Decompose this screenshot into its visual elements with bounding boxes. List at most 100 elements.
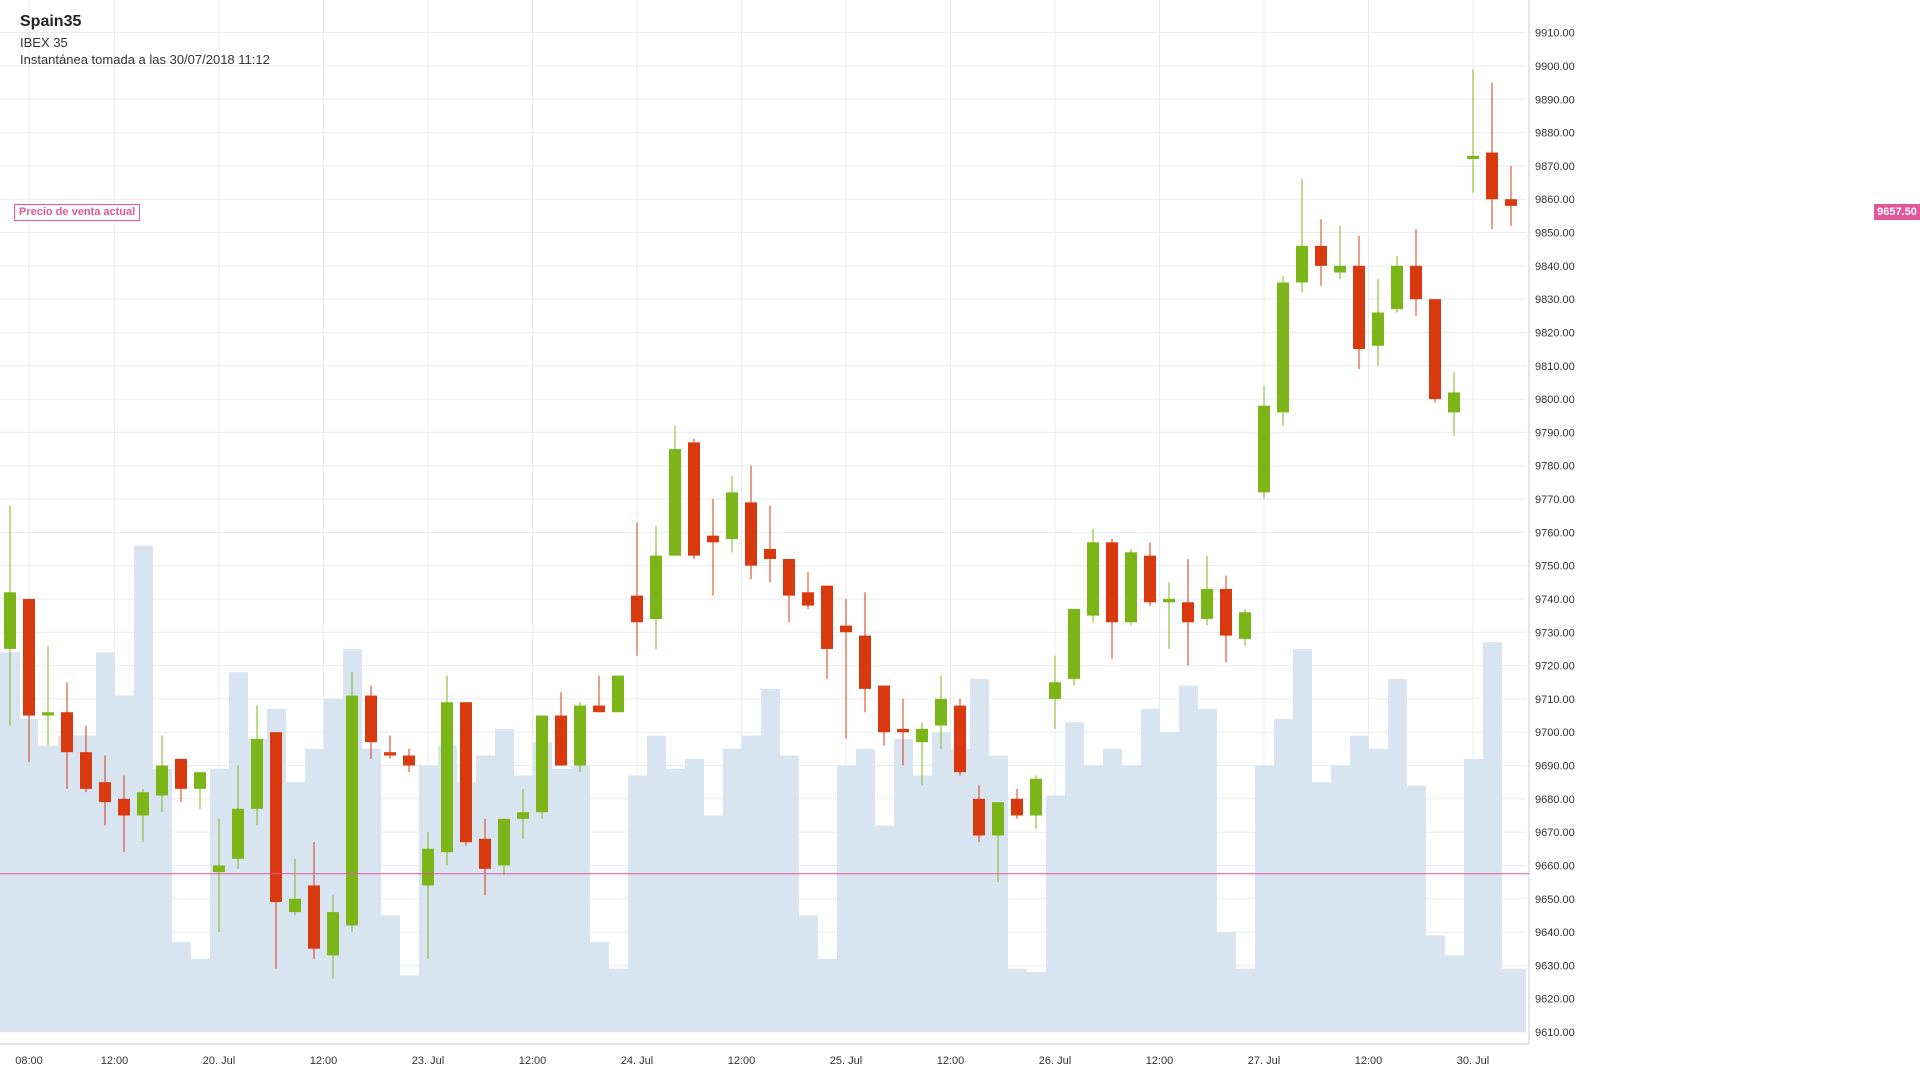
volume-bar	[1350, 735, 1369, 1032]
y-tick-label: 9690.00	[1535, 761, 1575, 773]
candle-body	[878, 685, 890, 733]
volume-bar	[362, 748, 381, 1032]
y-tick-label: 9890.00	[1535, 94, 1575, 106]
volume-bar	[1483, 642, 1502, 1032]
candle-body	[1049, 682, 1061, 699]
candle-body	[289, 898, 301, 913]
candle-body	[1239, 612, 1251, 639]
volume-bar	[248, 738, 267, 1032]
candle-body	[1467, 155, 1479, 159]
x-tick-label: 12:00	[1146, 1055, 1174, 1067]
snapshot-timestamp: Instantánea tomada a las 30/07/2018 11:1…	[20, 52, 270, 67]
candle-body	[213, 865, 225, 873]
candle-body	[992, 802, 1004, 836]
volume-bar	[913, 775, 932, 1032]
candle-body	[536, 715, 548, 813]
candle-body	[42, 712, 54, 716]
y-tick-label: 9750.00	[1535, 561, 1575, 573]
volume-bar	[571, 765, 590, 1032]
candle-body	[1372, 312, 1384, 346]
candle-body	[859, 635, 871, 689]
candle-body	[365, 695, 377, 743]
candle-body	[346, 695, 358, 926]
y-tick-label: 9610.00	[1535, 1027, 1575, 1039]
x-tick-label: 27. Jul	[1248, 1055, 1280, 1067]
candle-body	[479, 838, 491, 869]
candle-body	[707, 535, 719, 543]
candle-body	[1106, 542, 1118, 623]
candle-body	[1163, 598, 1175, 603]
candle-body	[137, 792, 149, 816]
volume-bar	[1464, 758, 1483, 1032]
candle-body	[631, 595, 643, 623]
x-tick-label: 24. Jul	[621, 1055, 653, 1067]
y-tick-label: 9910.00	[1535, 28, 1575, 40]
volume-bar	[1027, 972, 1046, 1032]
volume-bar	[457, 782, 476, 1032]
volume-bar	[1293, 648, 1312, 1032]
volume-bar	[1160, 732, 1179, 1032]
volume-bar	[1236, 968, 1255, 1032]
volume-bar	[1312, 782, 1331, 1032]
volume-bar	[1426, 935, 1445, 1032]
candle-body	[384, 752, 396, 756]
volume-bar	[609, 968, 628, 1032]
volume-bar	[0, 652, 20, 1032]
volume-bar	[552, 768, 571, 1032]
candle-body	[954, 705, 966, 773]
candle-body	[973, 798, 985, 836]
volume-bar	[1407, 785, 1426, 1032]
candle-body	[897, 728, 909, 733]
y-tick-label: 9830.00	[1535, 294, 1575, 306]
candle-body	[403, 755, 415, 766]
candle-body	[1087, 542, 1099, 616]
x-tick-label: 12:00	[937, 1055, 965, 1067]
candle-body	[1125, 552, 1137, 623]
candle-body	[802, 592, 814, 606]
volume-bar	[20, 718, 38, 1032]
y-tick-label: 9900.00	[1535, 61, 1575, 73]
x-tick-label: 30. Jul	[1457, 1055, 1489, 1067]
candle-body	[4, 592, 16, 649]
volume-bar	[704, 815, 723, 1032]
candle-body	[916, 728, 928, 743]
candle-body	[1315, 245, 1327, 266]
candle-body	[1391, 265, 1403, 310]
volume-bar	[1388, 678, 1407, 1032]
y-tick-label: 9870.00	[1535, 161, 1575, 173]
candle-body	[460, 702, 472, 843]
candle-body	[1334, 265, 1346, 273]
y-tick-label: 9730.00	[1535, 627, 1575, 639]
volume-bar	[951, 748, 970, 1032]
volume-bar	[1255, 765, 1274, 1032]
candle-body	[194, 772, 206, 789]
volume-bar	[514, 775, 533, 1032]
x-tick-label: 12:00	[519, 1055, 547, 1067]
volume-bar	[1103, 748, 1122, 1032]
y-tick-label: 9800.00	[1535, 394, 1575, 406]
candle-body	[1277, 282, 1289, 413]
candle-body	[764, 548, 776, 559]
volume-bar	[1008, 968, 1027, 1032]
candle-body	[783, 558, 795, 596]
y-tick-label: 9860.00	[1535, 194, 1575, 206]
candle-body	[118, 798, 130, 816]
candle-body	[1220, 588, 1232, 636]
volume-bar	[875, 825, 894, 1032]
y-tick-label: 9770.00	[1535, 494, 1575, 506]
candle-body	[1144, 555, 1156, 603]
x-tick-label: 26. Jul	[1039, 1055, 1071, 1067]
candle-body	[498, 818, 510, 866]
y-tick-label: 9620.00	[1535, 994, 1575, 1006]
candle-body	[612, 675, 624, 713]
y-tick-label: 9680.00	[1535, 794, 1575, 806]
y-tick-label: 9650.00	[1535, 894, 1575, 906]
x-tick-label: 08:00	[15, 1055, 43, 1067]
volume-bar	[666, 768, 685, 1032]
x-tick-label: 23. Jul	[412, 1055, 444, 1067]
volume-bar	[115, 695, 134, 1032]
candle-body	[441, 702, 453, 853]
candle-body	[232, 808, 244, 859]
volume-bar	[400, 975, 419, 1032]
